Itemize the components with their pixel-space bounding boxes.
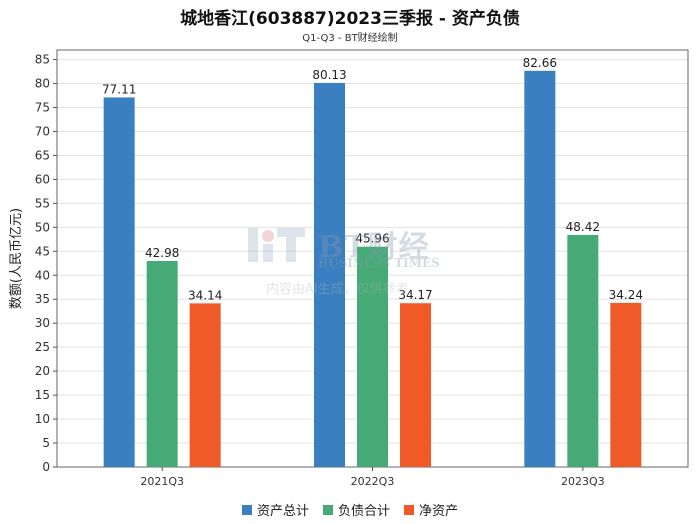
legend-label: 负债合计 bbox=[337, 504, 390, 519]
x-tick-label: 2022Q3 bbox=[351, 475, 395, 488]
x-tick-label: 2023Q3 bbox=[561, 475, 605, 488]
y-tick-label: 60 bbox=[35, 172, 50, 186]
legend-label: 净资产 bbox=[419, 504, 459, 519]
y-axis-label: 数额(人民币亿元) bbox=[9, 208, 24, 309]
legend-item: 负债合计 bbox=[322, 500, 390, 519]
bar-data-label: 82.66 bbox=[523, 56, 557, 70]
bar-data-label: 34.17 bbox=[398, 288, 432, 302]
y-tick-label: 65 bbox=[35, 148, 50, 162]
bar bbox=[610, 302, 642, 467]
x-tick-label: 2021Q3 bbox=[140, 475, 184, 488]
bar bbox=[103, 97, 135, 467]
y-tick-label: 0 bbox=[42, 460, 50, 474]
y-tick-label: 20 bbox=[35, 364, 50, 378]
y-tick-label: 85 bbox=[35, 53, 50, 67]
bar-data-label: 34.24 bbox=[609, 288, 643, 302]
y-tick-label: 15 bbox=[35, 388, 50, 402]
legend-swatch bbox=[404, 504, 414, 515]
y-tick-label: 55 bbox=[35, 196, 50, 210]
bar bbox=[400, 303, 431, 467]
chart-title: 城地香江(603887)2023三季报 - 资产负债 bbox=[180, 9, 520, 29]
bar-data-label: 77.11 bbox=[102, 82, 136, 96]
y-tick-label: 45 bbox=[35, 244, 50, 258]
bar-data-label: 45.96 bbox=[355, 232, 389, 246]
bar bbox=[567, 234, 599, 467]
y-tick-label: 70 bbox=[35, 124, 50, 138]
bar bbox=[146, 260, 178, 467]
bar-data-label: 48.42 bbox=[566, 220, 600, 234]
bar bbox=[524, 70, 556, 468]
bar-data-label: 34.14 bbox=[188, 288, 222, 302]
legend-label: 资产总计 bbox=[256, 504, 309, 519]
chart-legend: 资产总计 负债合计 净资产 bbox=[0, 500, 700, 519]
chart-subtitle: Q1-Q3 - BT财经绘制 bbox=[302, 33, 398, 44]
bar bbox=[314, 82, 345, 467]
y-tick-label: 25 bbox=[35, 340, 50, 354]
y-tick-label: 35 bbox=[35, 292, 50, 306]
y-tick-label: 75 bbox=[35, 101, 50, 115]
y-tick-label: 40 bbox=[35, 268, 50, 282]
legend-item: 资产总计 bbox=[241, 500, 309, 519]
y-tick-label: 5 bbox=[42, 436, 50, 450]
y-tick-label: 30 bbox=[35, 316, 50, 330]
y-tick-label: 80 bbox=[35, 77, 50, 91]
y-tick-label: 10 bbox=[35, 412, 50, 426]
legend-item: 净资产 bbox=[404, 500, 458, 519]
bar-data-label: 80.13 bbox=[312, 68, 346, 82]
bar bbox=[357, 246, 388, 467]
bar bbox=[189, 303, 221, 467]
bar-data-label: 42.98 bbox=[145, 246, 179, 260]
legend-swatch bbox=[322, 504, 333, 515]
legend-swatch bbox=[241, 504, 252, 515]
y-tick-label: 50 bbox=[35, 220, 50, 234]
